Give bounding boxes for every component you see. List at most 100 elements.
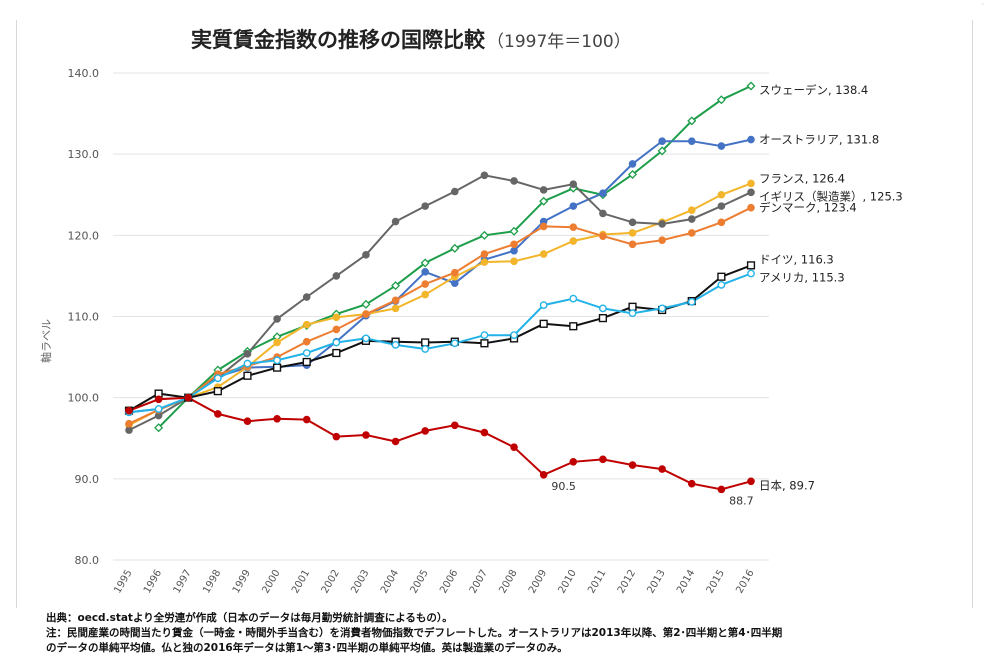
data-point: [510, 240, 518, 249]
data-point: [569, 294, 578, 303]
data-point: [599, 304, 607, 313]
data-point: [421, 345, 430, 353]
data-point: [510, 331, 518, 340]
data-point: [658, 137, 666, 145]
data-point: [243, 359, 252, 368]
data-point: [391, 437, 400, 446]
data-point: [539, 301, 548, 310]
data-point: [717, 142, 726, 150]
data-point: [687, 206, 696, 214]
data-point: [332, 272, 341, 280]
x-tick-label: 1998: [201, 568, 223, 596]
data-point: [273, 414, 281, 423]
data-point: [214, 410, 222, 418]
x-tick-label: 2009: [527, 568, 549, 596]
data-point: [747, 135, 755, 144]
data-point: [420, 258, 430, 268]
data-point: [361, 299, 371, 309]
data-point: [599, 189, 607, 197]
x-tick-label: 2003: [349, 568, 371, 596]
series-end-label: オーストラリア, 131.8: [759, 133, 879, 147]
data-point: [539, 470, 548, 479]
data-point: [421, 338, 430, 347]
data-point: [569, 322, 578, 331]
y-tick-label: 100.0: [68, 392, 100, 405]
data-point: [539, 319, 548, 328]
data-point: [658, 236, 666, 245]
x-tick-label: 2005: [409, 568, 431, 596]
data-point: [391, 217, 400, 226]
data-point: [362, 431, 370, 439]
x-tick-label: 2010: [557, 568, 579, 596]
data-point: [569, 180, 578, 188]
data-point: [628, 240, 637, 249]
series-end-label: 日本, 89.7: [759, 478, 815, 492]
data-point: [717, 218, 726, 227]
series-line-3: [128, 174, 752, 431]
x-tick-label: 1995: [112, 568, 134, 596]
data-point: [362, 251, 370, 259]
series-markers: [124, 81, 756, 494]
data-point: [569, 457, 578, 466]
y-tick-label: 90.0: [75, 473, 100, 486]
y-tick-labels: 80.0 90.0 100.0 110.0 120.0 130.0 140.0: [68, 67, 100, 567]
data-point: [272, 363, 282, 372]
data-point: [510, 257, 518, 266]
series-end-label: デンマーク, 123.4: [759, 201, 857, 215]
x-tick-label: 2012: [616, 568, 638, 596]
data-point: [302, 320, 311, 329]
series-line-1: [128, 138, 752, 414]
data-point: [510, 177, 518, 185]
series-end-label: フランス, 126.4: [759, 171, 845, 185]
x-tick-label: 2001: [290, 568, 312, 596]
data-point: [658, 304, 667, 313]
x-tick-label: 2014: [675, 568, 697, 596]
data-point: [510, 246, 518, 255]
series-end-label: ドイツ, 116.3: [759, 252, 834, 266]
data-point: [716, 95, 726, 105]
data-point: [391, 281, 401, 291]
chart-title: 実質賃金指数の推移の国際比較: [191, 28, 486, 52]
data-point: [125, 426, 133, 434]
data-point: [746, 81, 756, 91]
data-point: [628, 302, 637, 311]
data-point: [628, 461, 637, 469]
data-point: [628, 229, 637, 237]
data-point: [509, 226, 519, 236]
data-point: [391, 296, 400, 305]
x-tick-label: 2006: [438, 568, 460, 596]
data-point: [539, 250, 548, 258]
x-tick-label: 2011: [586, 568, 608, 596]
footnotes: 出典：oecd.statより全労連が作成（日本のデータは毎月勤労統計調査によるも…: [46, 611, 966, 656]
data-point: [450, 339, 459, 348]
x-tick-label: 2008: [497, 568, 519, 596]
data-point: [687, 215, 696, 223]
data-point: [628, 160, 637, 168]
data-point: [154, 395, 163, 404]
series-line-2: [128, 182, 752, 427]
data-point: [362, 334, 370, 343]
data-point: [125, 419, 133, 428]
series-end-label: スウェーデン, 138.4: [759, 83, 868, 97]
series-end-label: イギリス（製造業）, 125.3: [759, 189, 903, 203]
data-point: [687, 297, 696, 306]
data-point: [332, 432, 341, 441]
data-point: [451, 187, 459, 196]
data-point: [539, 196, 549, 206]
data-point: [421, 290, 429, 299]
annotation-label: 88.7: [729, 494, 754, 507]
data-point: [451, 421, 459, 430]
data-point: [717, 272, 726, 281]
data-point: [628, 169, 638, 179]
y-tick-label: 130.0: [68, 148, 100, 161]
data-point: [480, 171, 489, 180]
data-point: [657, 146, 667, 156]
data-point: [184, 393, 193, 402]
data-point: [332, 325, 341, 334]
data-point: [569, 237, 578, 245]
data-point: [451, 268, 459, 277]
data-point: [391, 304, 400, 313]
data-point: [687, 229, 696, 237]
data-point: [717, 190, 726, 199]
data-point: [273, 338, 281, 347]
